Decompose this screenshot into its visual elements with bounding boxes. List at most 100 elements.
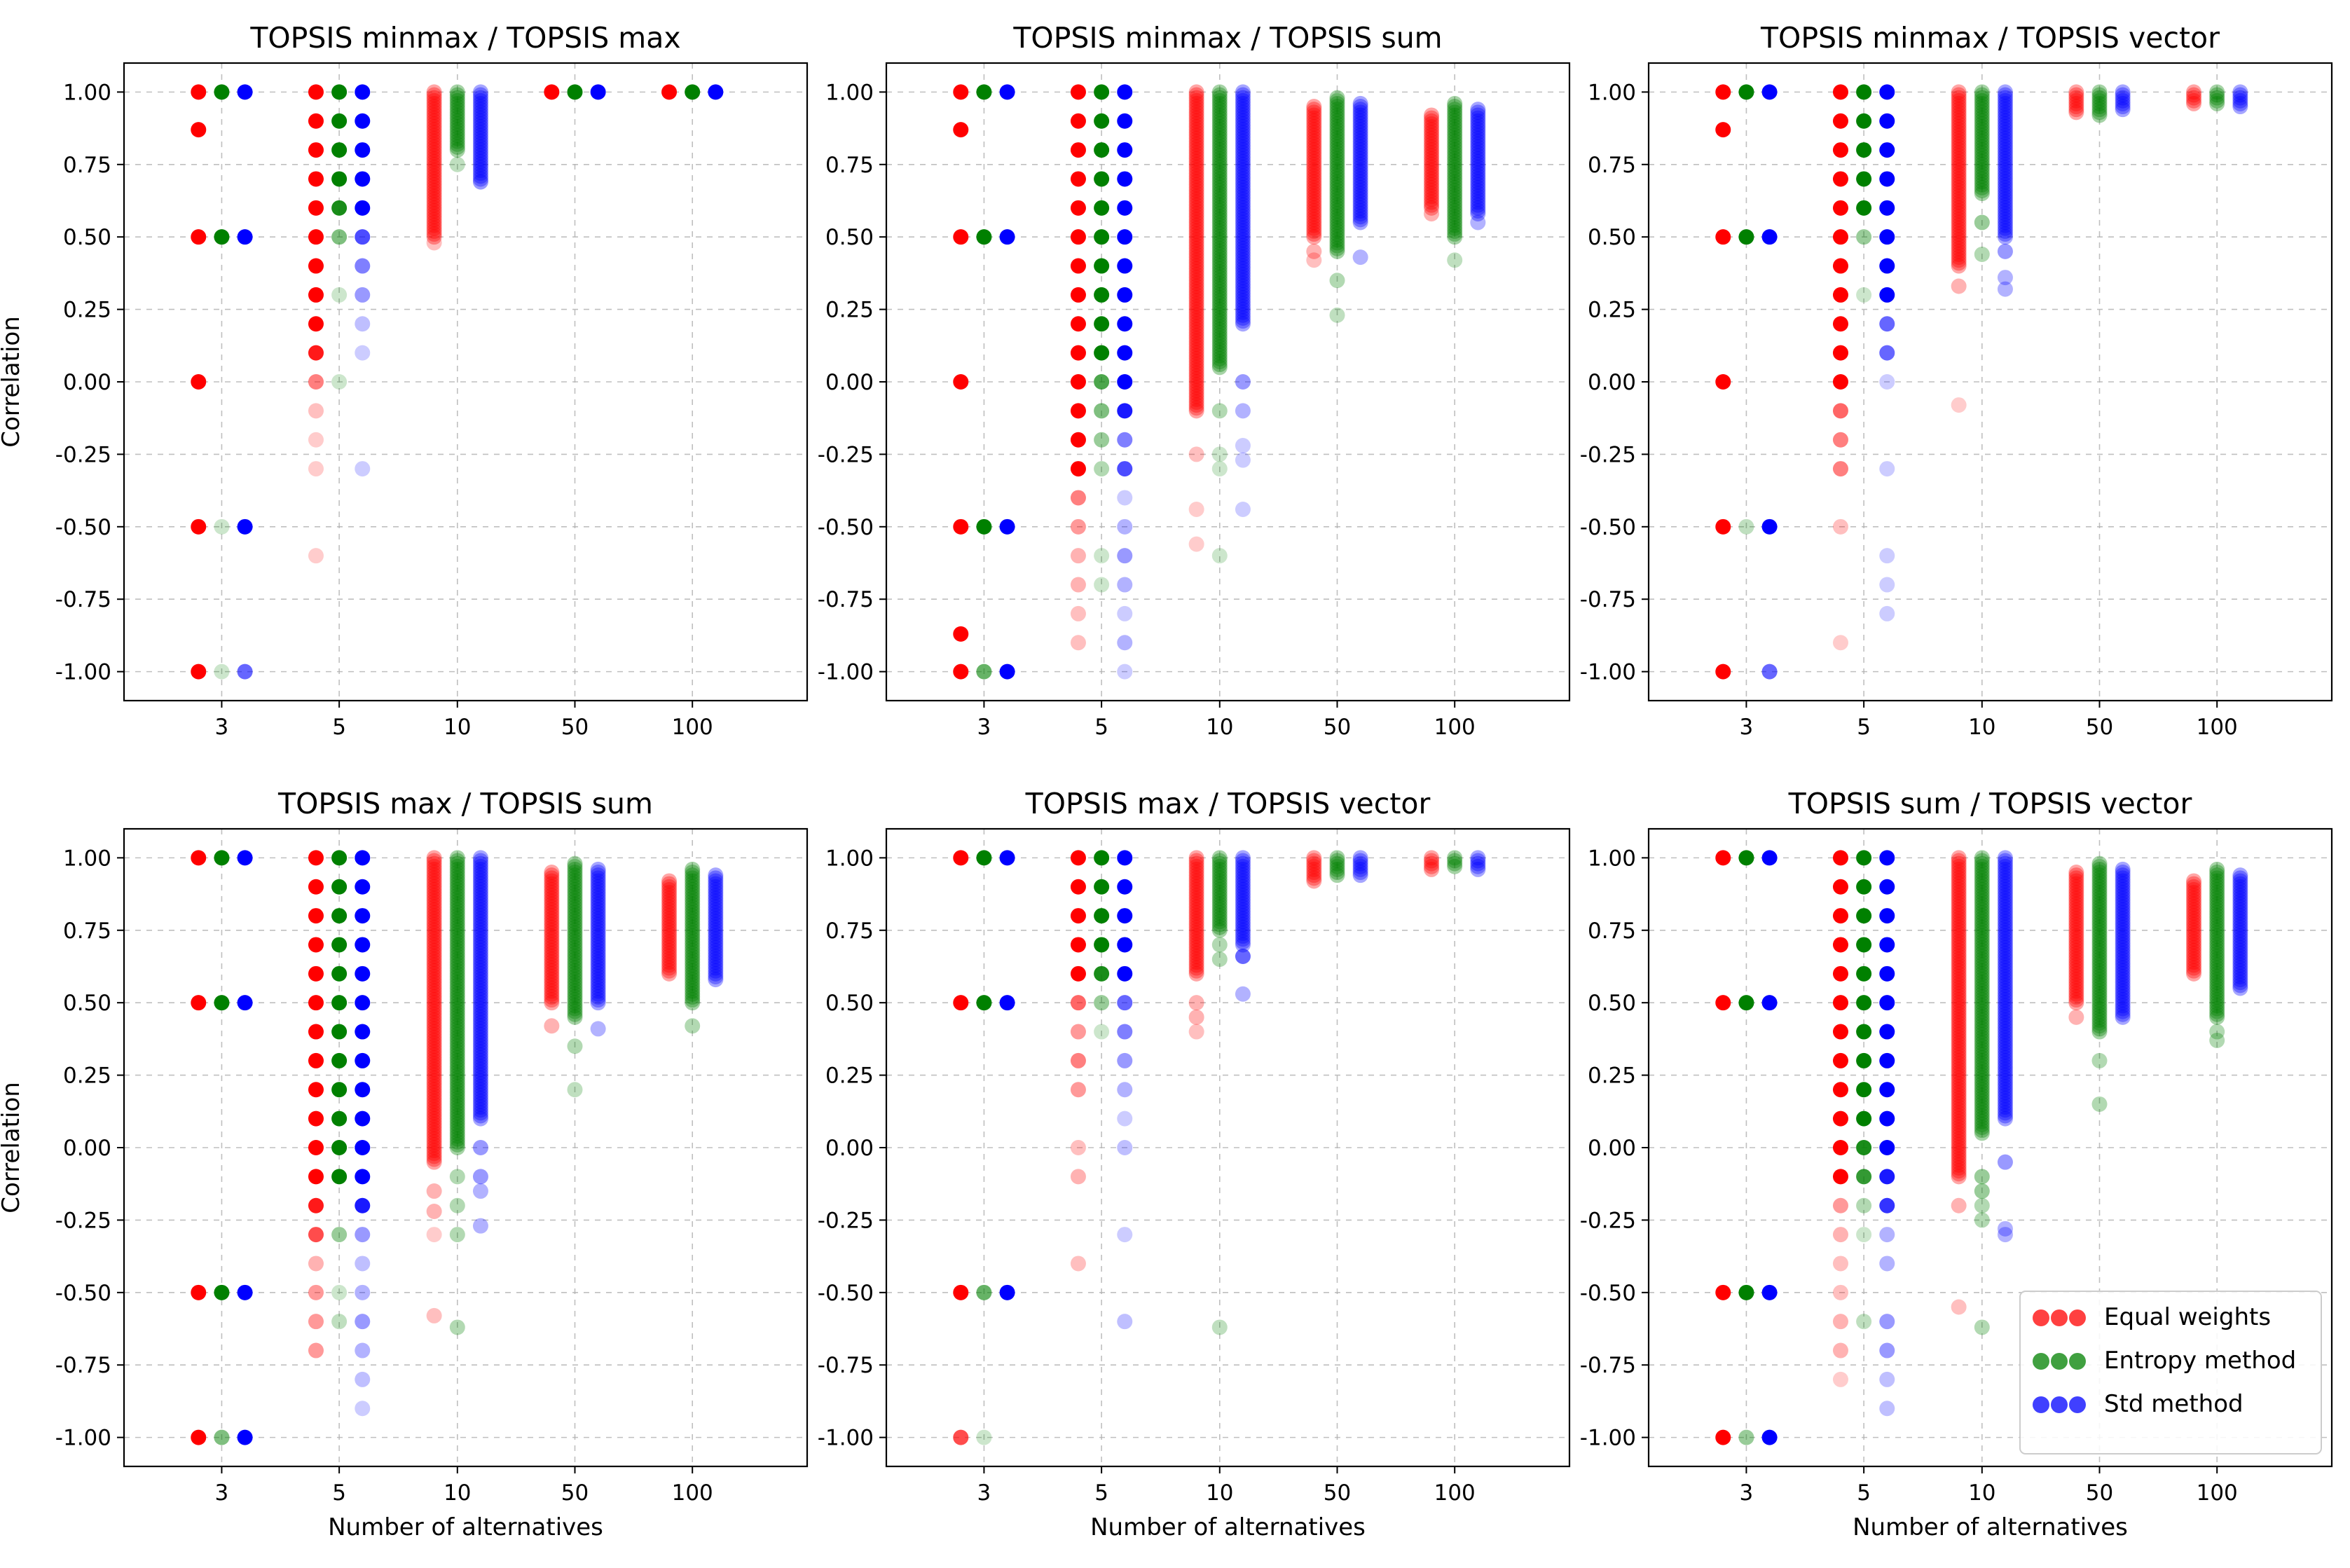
data-point (1306, 214, 1322, 231)
data-point (426, 122, 442, 138)
data-point (2091, 919, 2108, 935)
data-point (449, 951, 465, 968)
data-point (567, 888, 583, 904)
data-point (1974, 896, 1990, 912)
data-point (685, 867, 701, 883)
data-point (1951, 1146, 1967, 1162)
series-std-method (237, 850, 724, 1445)
data-point (472, 90, 488, 106)
data-point (2068, 870, 2084, 886)
data-point (708, 951, 724, 968)
data-point (308, 1140, 324, 1155)
data-point (1235, 165, 1251, 181)
data-point (472, 1076, 488, 1092)
data-point (1447, 148, 1463, 164)
data-point (2068, 1009, 2084, 1025)
data-point (590, 870, 606, 886)
data-point (1447, 156, 1463, 172)
data-point (1951, 95, 1967, 111)
data-point (331, 1052, 348, 1068)
data-point (472, 879, 488, 895)
data-point (1951, 1044, 1967, 1060)
data-point (449, 899, 465, 915)
data-point (1951, 110, 1967, 126)
data-point (355, 316, 371, 332)
data-point (1188, 92, 1204, 109)
data-point (1951, 1128, 1967, 1144)
y-tick-label: -0.75 (55, 1353, 111, 1378)
data-point (1211, 226, 1228, 242)
data-point (544, 937, 560, 953)
data-point (2091, 896, 2108, 912)
data-point (1997, 168, 2013, 184)
data-point (1188, 397, 1204, 413)
data-point (2232, 95, 2248, 111)
data-point (1951, 1067, 1967, 1083)
data-point (472, 95, 488, 111)
data-point (449, 995, 465, 1011)
data-point (1188, 307, 1204, 323)
data-point (1352, 163, 1368, 179)
data-point (685, 945, 701, 961)
data-point (2209, 928, 2225, 944)
data-point (1951, 1018, 1967, 1034)
data-point (661, 940, 678, 956)
data-point (472, 986, 488, 1002)
data-point (1974, 113, 1990, 129)
data-point (2115, 876, 2131, 892)
data-point (661, 949, 678, 964)
data-point (544, 896, 560, 912)
data-point (1306, 122, 1322, 138)
data-point (1447, 179, 1463, 195)
data-point (2115, 95, 2131, 111)
data-point (1951, 1000, 1967, 1017)
data-point (1951, 194, 1967, 210)
data-point (1329, 197, 1345, 213)
data-point (449, 119, 465, 135)
data-point (1951, 1056, 1967, 1072)
data-point (2091, 995, 2108, 1011)
data-point (1997, 130, 2013, 146)
data-point (567, 972, 583, 988)
series-entropy-method (976, 850, 1463, 1445)
data-point (1188, 217, 1204, 233)
data-point (2068, 876, 2084, 892)
data-point (2068, 951, 2084, 968)
data-point (1117, 605, 1133, 621)
data-point (1424, 148, 1440, 164)
data-point (472, 899, 488, 915)
data-point (1951, 905, 1967, 921)
data-point (2091, 102, 2108, 118)
data-point (449, 1061, 465, 1078)
data-point (1997, 850, 2013, 866)
data-point (1211, 350, 1228, 366)
data-point (2068, 934, 2084, 950)
data-point (1424, 163, 1440, 179)
data-point (1879, 142, 1895, 158)
data-point (1951, 919, 1967, 935)
data-point (661, 888, 678, 904)
data-point (1352, 865, 1368, 881)
data-point (426, 853, 442, 869)
data-point (1117, 908, 1133, 924)
data-point (1188, 177, 1204, 193)
data-point (1997, 223, 2013, 239)
data-point (1424, 139, 1440, 155)
data-point (1470, 165, 1486, 181)
data-point (2209, 992, 2225, 1008)
data-point (1832, 518, 1848, 535)
data-point (1951, 850, 1967, 866)
data-point (567, 876, 583, 892)
data-point (1879, 937, 1895, 953)
data-point (2091, 963, 2108, 979)
data-point (426, 937, 442, 953)
data-point (331, 908, 348, 924)
data-point (472, 968, 488, 984)
data-point (1424, 153, 1440, 170)
data-point (590, 980, 606, 996)
data-point (1832, 995, 1848, 1011)
data-point (1211, 461, 1228, 477)
data-point (1235, 168, 1251, 184)
data-point (449, 1131, 465, 1147)
data-point (1424, 145, 1440, 161)
